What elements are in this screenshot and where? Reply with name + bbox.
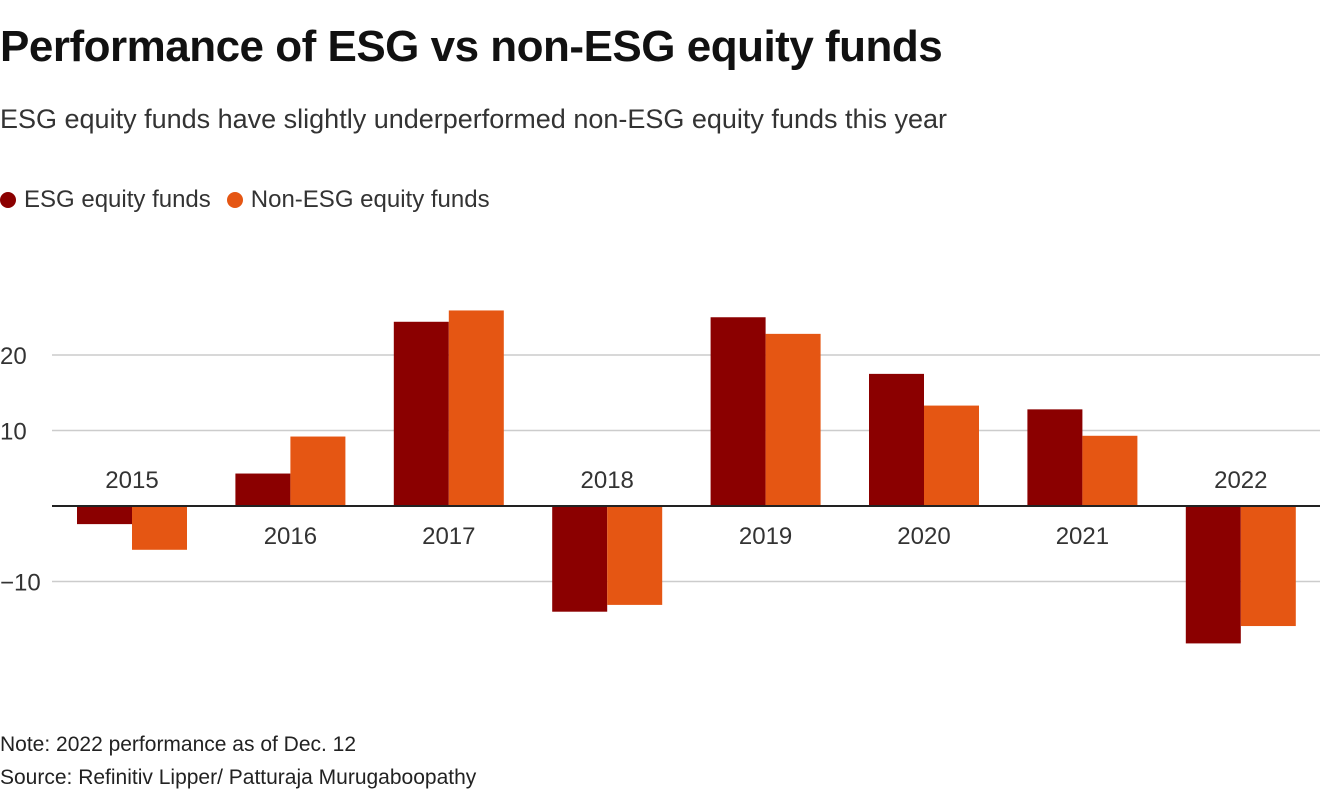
bar-non-esg [1240, 506, 1296, 627]
chart-note: Note: 2022 performance as of Dec. 12 [0, 733, 357, 756]
bar-non-esg [290, 436, 346, 506]
y-tick-label: 20 [0, 343, 27, 370]
legend-label-esg: ESG equity funds [24, 186, 211, 213]
legend-item-non-esg: Non-ESG equity funds [226, 186, 490, 214]
bar-non-esg [1082, 435, 1138, 506]
chart-source: Source: Refinitiv Lipper/ Patturaja Muru… [0, 766, 477, 789]
x-tick-label: 2017 [422, 523, 475, 550]
bar-non-esg [765, 333, 821, 506]
bar-esg [235, 473, 291, 506]
x-tick-label: 2021 [1056, 523, 1109, 550]
bar-esg [77, 506, 132, 525]
legend-item-esg: ESG equity funds [0, 186, 211, 214]
x-tick-label: 2018 [581, 467, 634, 494]
chart-title: Performance of ESG vs non-ESG equity fun… [0, 22, 943, 71]
legend-swatch-non-esg [226, 192, 243, 208]
y-tick-label: 10 [0, 419, 27, 446]
chart-subtitle: ESG equity funds have slightly underperf… [0, 104, 948, 134]
bar-esg [1027, 409, 1083, 506]
bar-esg [552, 506, 608, 612]
legend-swatch-esg [0, 192, 16, 208]
x-tick-label: 2016 [264, 523, 317, 550]
bar-chart: −10 10 20 2015 2016 2017 2018 2019 2020 2021 2022 [0, 310, 1320, 644]
x-tick-label: 2019 [739, 523, 792, 550]
legend: ESG equity funds Non-ESG equity funds [0, 186, 490, 214]
bar-non-esg [924, 405, 979, 506]
legend-label-non-esg: Non-ESG equity funds [250, 186, 490, 213]
bar-non-esg [132, 506, 187, 550]
y-tick-label: −10 [0, 570, 41, 597]
x-tick-label: 2022 [1214, 467, 1267, 494]
bar-non-esg [448, 310, 504, 506]
bar-non-esg [607, 506, 663, 605]
bar-esg [710, 317, 766, 506]
x-tick-label: 2020 [897, 523, 950, 550]
bar-esg [1185, 506, 1241, 644]
x-tick-label: 2015 [105, 467, 158, 494]
bar-esg [393, 321, 449, 506]
bar-esg [869, 373, 924, 506]
